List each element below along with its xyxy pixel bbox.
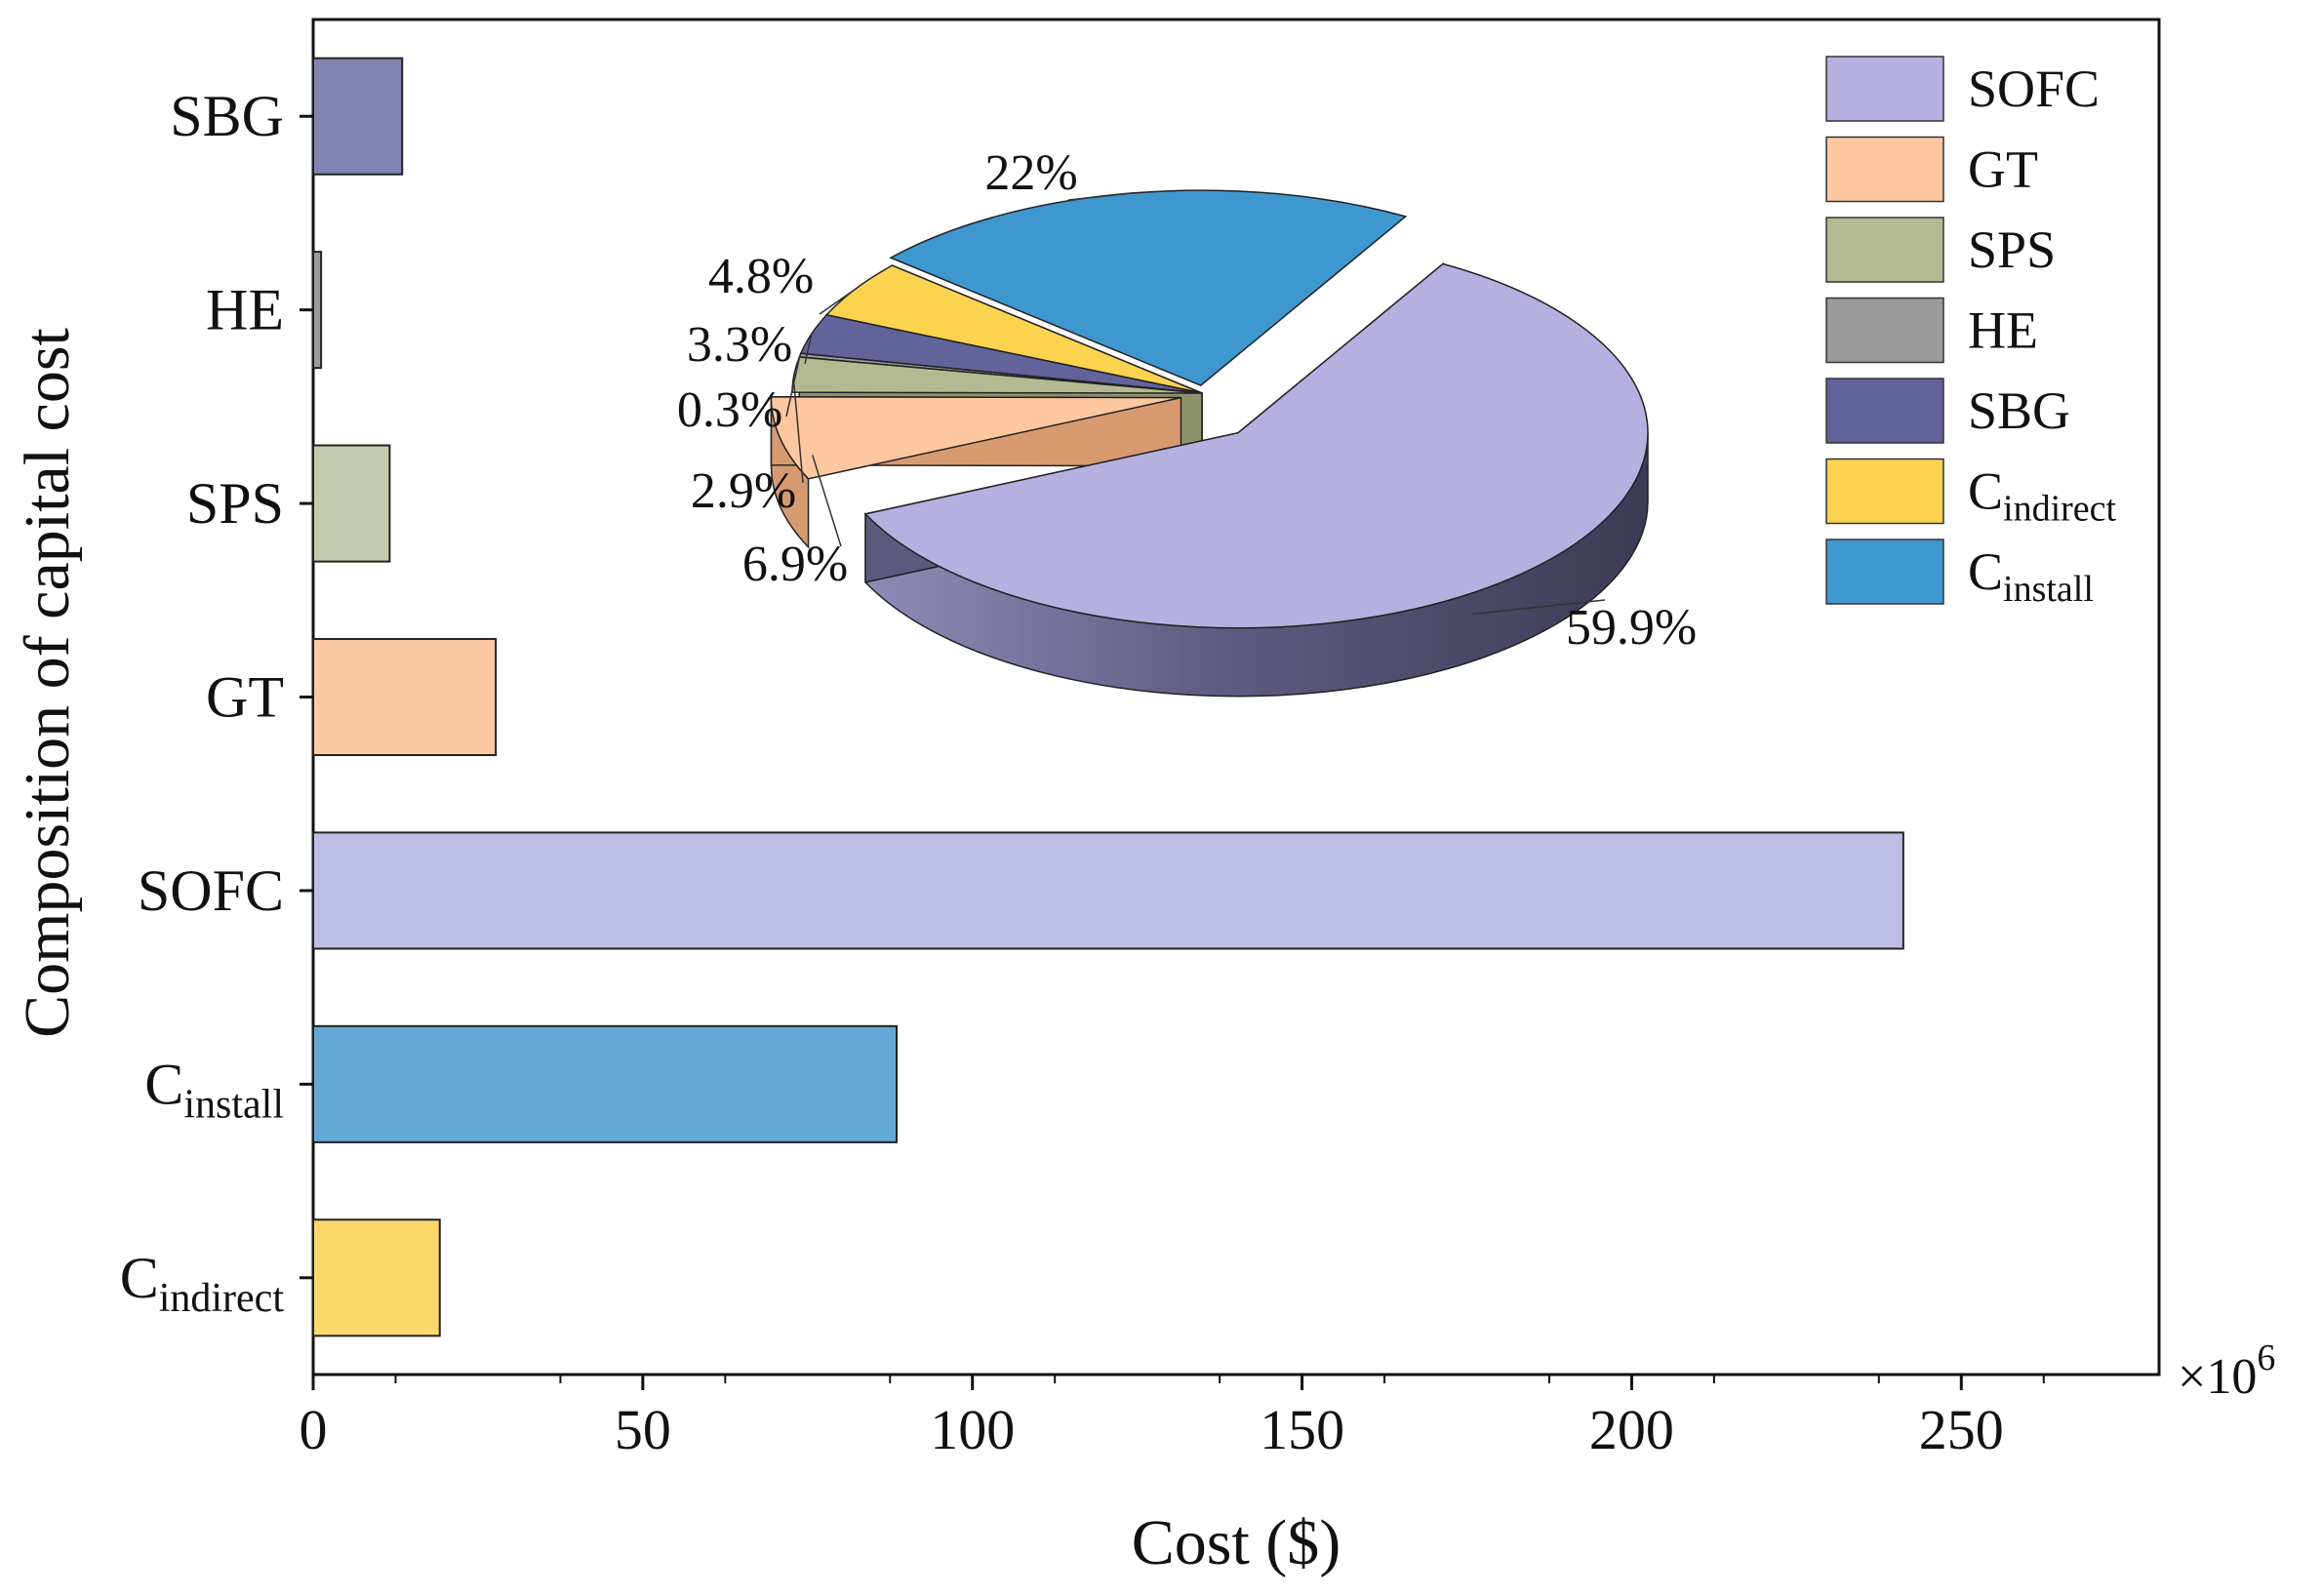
y-tick-label-sbg: SBG (170, 84, 284, 148)
bar-chart: SBG HE SPS GT SOFC Cinstall Cindirect 0 50 100 150… (120, 18, 2161, 1461)
pie-label-cinstall: 22% (984, 145, 1077, 201)
pie-leader-gt (812, 455, 842, 547)
legend-swatch (1825, 56, 1944, 122)
legend-swatch (1825, 378, 1944, 444)
legend-swatch (1825, 297, 1944, 364)
pie-leader-sbg (804, 334, 813, 365)
pie-label-sbg: 3.3% (687, 317, 792, 373)
bar-cinstall (312, 1024, 899, 1143)
legend-label: HE (1968, 301, 2038, 360)
multiplier-exponent: 6 (2257, 1337, 2275, 1378)
pie-leader-he (785, 354, 801, 418)
pie-label-gt: 6.9% (742, 537, 848, 592)
pie-label-sofc: 59.9% (1566, 600, 1697, 656)
bar-gt (312, 637, 498, 757)
legend-swatch (1825, 539, 1944, 605)
y-tick-label-he: HE (206, 278, 284, 342)
y-tick-label-cinstall: Cinstall (144, 1052, 284, 1127)
bar-sbg (312, 57, 404, 176)
legend-item-cinstall: Cinstall (1825, 539, 2094, 610)
legend-label: SPS (1968, 220, 2056, 279)
legend-label: GT (1968, 140, 2038, 199)
legend-label: Cinstall (1968, 542, 2094, 610)
pie-slice-top-sofc (863, 262, 1649, 629)
y-axis-title: Composition of capital cost (12, 328, 83, 1038)
pie-slice-gt (770, 396, 1182, 549)
x-tick-label: 200 (1589, 1398, 1674, 1461)
y-tick-label-sps: SPS (186, 471, 284, 536)
legend-item-sofc: SOFC (1825, 56, 2100, 122)
legend-label: Cindirect (1968, 462, 2117, 530)
pie-label-sps: 2.9% (691, 463, 796, 519)
pie-label-he: 0.3% (677, 382, 782, 438)
pie-slice-sofc (863, 261, 1649, 698)
pie-label-cindirect: 4.8% (708, 249, 814, 304)
legend-swatch (1825, 217, 1944, 283)
pie-leader-cinstall (1067, 192, 1133, 201)
legend-label: SBG (1968, 381, 2070, 440)
legend-swatch (1825, 458, 1944, 525)
bar-cindirect (312, 1218, 441, 1337)
legend: SOFC GT SPS HE SBG Cindirect Cinstall (1825, 56, 2117, 610)
pie-leader-sofc (1472, 599, 1606, 616)
legend-item-sps: SPS (1825, 217, 2056, 283)
pie-chart: 59.9% 6.9% 2.9% 0.3% 3.3% 4.8% 22% (677, 145, 1697, 698)
x-tick-label: 150 (1260, 1398, 1344, 1461)
legend-item-gt: GT (1825, 136, 2038, 203)
x-tick-label: 0 (300, 1398, 328, 1461)
bar-sps (312, 444, 391, 563)
y-tick-label-sofc: SOFC (138, 858, 284, 923)
pie-leader-cindirect (819, 288, 857, 315)
legend-item-he: HE (1825, 297, 2038, 364)
pie-slice-top-gt (770, 396, 1181, 480)
pie-leader-sps (793, 383, 804, 484)
y-tick-label-cindirect: Cindirect (120, 1246, 285, 1321)
multiplier-base: ×10 (2178, 1349, 2257, 1405)
bar-he (312, 251, 323, 370)
legend-item-cindirect: Cindirect (1825, 458, 2117, 530)
bar-sofc (312, 831, 1904, 950)
x-tick-label: 50 (615, 1398, 671, 1461)
legend-swatch (1825, 136, 1944, 203)
legend-item-sbg: SBG (1825, 378, 2070, 444)
x-axis-multiplier: ×106 (2178, 1337, 2275, 1405)
y-tick-label-gt: GT (206, 665, 284, 730)
legend-label: SOFC (1968, 60, 2100, 118)
x-tick-label: 100 (930, 1398, 1015, 1461)
x-axis-title: Cost ($) (1132, 1507, 1341, 1578)
x-tick-label: 250 (1919, 1398, 2004, 1461)
